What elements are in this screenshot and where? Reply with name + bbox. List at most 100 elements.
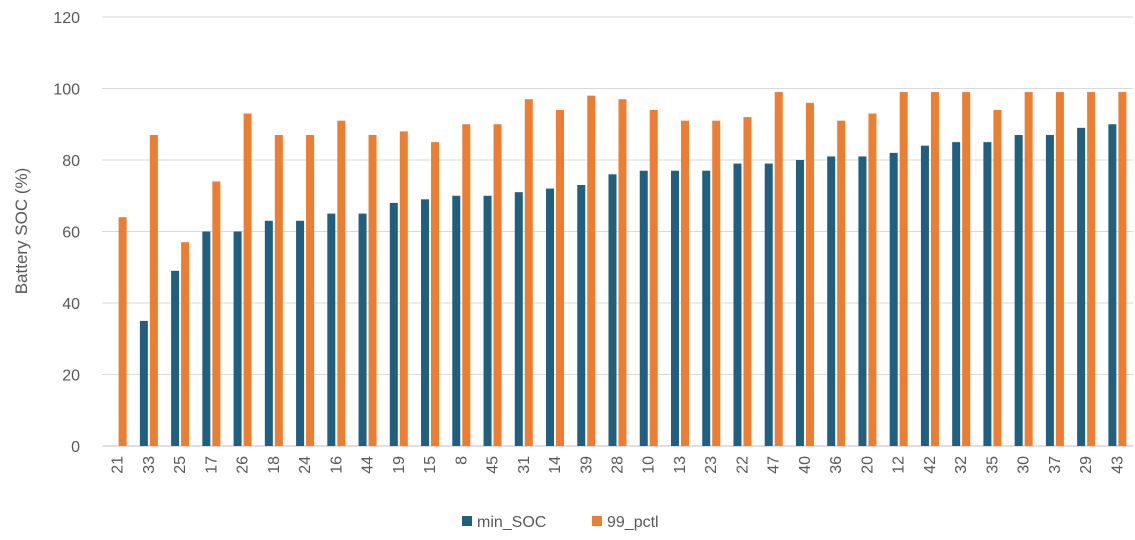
x-tick-label: 17: [203, 456, 220, 474]
x-tick-label: 25: [172, 456, 189, 474]
x-tick-label: 14: [547, 456, 564, 474]
y-axis-ticks: 0 20 40 60 80 100 120: [53, 10, 80, 456]
bar-min_SOC: [264, 220, 273, 446]
bar-99_pctl: [1055, 92, 1064, 446]
x-tick-label: 20: [859, 456, 876, 474]
bar-min_SOC: [233, 231, 242, 446]
x-tick-label: 13: [672, 456, 689, 474]
bar-min_SOC: [920, 145, 929, 446]
legend-swatch: [592, 516, 602, 526]
x-tick-label: 40: [797, 456, 814, 474]
bar-min_SOC: [327, 213, 336, 446]
bar-99_pctl: [712, 120, 721, 447]
gridlines: [102, 16, 1133, 447]
x-tick-label: 43: [1109, 456, 1126, 474]
bar-min_SOC: [202, 231, 211, 446]
bar-min_SOC: [1077, 127, 1086, 446]
bar-min_SOC: [983, 142, 992, 446]
y-tick-label: 100: [53, 82, 80, 99]
bar-min_SOC: [827, 156, 836, 447]
bar-99_pctl: [962, 92, 971, 446]
bars: [118, 92, 1127, 447]
x-tick-label: 31: [516, 456, 533, 474]
x-tick-label: 39: [578, 456, 595, 474]
y-tick-label: 0: [71, 439, 80, 456]
bar-99_pctl: [868, 113, 877, 447]
bar-min_SOC: [858, 156, 867, 447]
bar-99_pctl: [837, 120, 846, 447]
y-tick-label: 120: [53, 10, 80, 27]
y-tick-label: 60: [62, 225, 80, 242]
y-axis-title: Battery SOC (%): [12, 168, 31, 295]
bar-99_pctl: [899, 92, 908, 446]
bar-99_pctl: [587, 95, 596, 447]
legend: min_SOC 99_pctl: [462, 514, 659, 531]
x-tick-label: 30: [1016, 456, 1033, 474]
x-tick-label: 28: [610, 456, 627, 474]
bar-99_pctl: [368, 134, 377, 446]
bar-99_pctl: [743, 117, 752, 446]
bar-min_SOC: [389, 202, 398, 446]
x-tick-label: 35: [984, 456, 1001, 474]
bar-99_pctl: [399, 131, 408, 446]
bar-min_SOC: [1045, 134, 1054, 446]
legend-label: 99_pctl: [607, 514, 659, 531]
bar-min_SOC: [577, 185, 586, 446]
x-tick-label: 37: [1047, 456, 1064, 474]
x-tick-label: 29: [1078, 456, 1095, 474]
bar-min_SOC: [171, 270, 180, 446]
x-tick-label: 44: [360, 456, 377, 474]
bar-min_SOC: [670, 170, 679, 446]
x-tick-label: 12: [891, 456, 908, 474]
x-axis-ticks: 21 33 25 17 26 18 24 16 44 19 15 8 45 31 14 39 28 10 13 23 2…: [110, 456, 1127, 474]
bar-99_pctl: [149, 134, 158, 446]
x-tick-label: 47: [766, 456, 783, 474]
bar-min_SOC: [421, 199, 430, 446]
bar-99_pctl: [680, 120, 689, 447]
bar-99_pctl: [212, 181, 221, 446]
bar-99_pctl: [993, 109, 1002, 446]
bar-min_SOC: [608, 174, 617, 447]
bar-99_pctl: [337, 120, 346, 447]
bar-99_pctl: [1024, 92, 1033, 446]
bar-99_pctl: [649, 109, 658, 446]
bar-99_pctl: [618, 99, 627, 446]
bar-99_pctl: [274, 134, 283, 446]
bar-99_pctl: [805, 102, 814, 447]
bar-min_SOC: [639, 170, 648, 446]
bar-99_pctl: [930, 92, 939, 446]
bar-99_pctl: [556, 109, 565, 446]
x-tick-label: 32: [953, 456, 970, 474]
x-tick-label: 15: [422, 456, 439, 474]
bar-min_SOC: [1108, 124, 1117, 446]
bar-min_SOC: [483, 195, 492, 446]
x-tick-label: 22: [734, 456, 751, 474]
bar-min_SOC: [952, 142, 961, 446]
bar-min_SOC: [889, 152, 898, 446]
bar-min_SOC: [733, 163, 742, 446]
y-tick-label: 80: [62, 153, 80, 170]
bar-99_pctl: [493, 124, 502, 446]
bar-99_pctl: [431, 142, 440, 446]
bar-99_pctl: [181, 242, 190, 446]
x-tick-label: 33: [141, 456, 158, 474]
bar-99_pctl: [243, 113, 252, 447]
x-tick-label: 26: [235, 456, 252, 474]
bar-min_SOC: [764, 163, 773, 446]
x-tick-label: 16: [328, 456, 345, 474]
bar-min_SOC: [514, 192, 523, 446]
bar-min_SOC: [139, 320, 148, 446]
x-tick-label: 10: [641, 456, 658, 474]
x-tick-label: 19: [391, 456, 408, 474]
bar-min_SOC: [358, 213, 367, 446]
x-tick-label: 8: [453, 456, 470, 465]
bar-99_pctl: [774, 92, 783, 446]
x-tick-label: 23: [703, 456, 720, 474]
bar-99_pctl: [524, 99, 533, 446]
legend-label: min_SOC: [477, 514, 546, 531]
bar-99_pctl: [118, 217, 127, 446]
bar-min_SOC: [702, 170, 711, 446]
y-tick-label: 20: [62, 368, 80, 385]
